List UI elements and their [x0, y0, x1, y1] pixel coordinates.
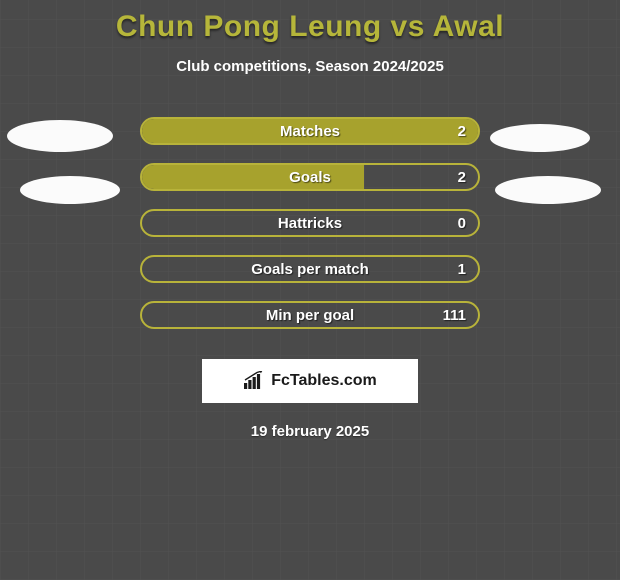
stat-value: 1 — [458, 261, 466, 278]
stat-label: Min per goal — [266, 307, 354, 324]
avatar-right — [490, 124, 590, 152]
stat-row: Min per goal 111 — [140, 301, 480, 329]
date-label: 19 february 2025 — [0, 423, 620, 440]
logo-text: FcTables.com — [271, 372, 377, 390]
avatar-right — [495, 176, 601, 204]
stat-value: 2 — [458, 169, 466, 186]
avatar-left — [20, 176, 120, 204]
logo-box: FcTables.com — [202, 359, 418, 403]
stat-label: Hattricks — [278, 215, 342, 232]
stat-row: Matches 2 — [140, 117, 480, 145]
stat-value: 0 — [458, 215, 466, 232]
avatar-left — [7, 120, 113, 152]
stat-row: Goals 2 — [140, 163, 480, 191]
page-title: Chun Pong Leung vs Awal — [0, 0, 620, 44]
stat-row: Hattricks 0 — [140, 209, 480, 237]
stat-row: Goals per match 1 — [140, 255, 480, 283]
subtitle: Club competitions, Season 2024/2025 — [0, 58, 620, 75]
stat-label: Goals per match — [251, 261, 369, 278]
bar-chart-icon — [243, 371, 265, 391]
stat-value: 2 — [458, 123, 466, 140]
stat-value: 111 — [443, 307, 466, 324]
stat-label: Goals — [289, 169, 331, 186]
stat-label: Matches — [280, 123, 340, 140]
